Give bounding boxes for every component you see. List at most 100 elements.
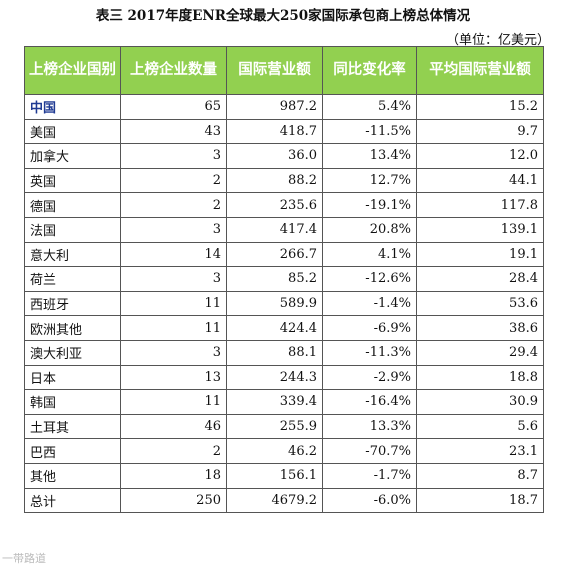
cell-company-count: 3 bbox=[120, 216, 227, 243]
header-company-count: 上榜企业数量 bbox=[120, 46, 227, 95]
cell-intl-revenue: 36.0 bbox=[226, 143, 323, 169]
cell-avg-revenue: 53.6 bbox=[416, 290, 544, 317]
cell-company-count: 11 bbox=[120, 389, 227, 415]
table-row: 巴西 2 46.2 -70.7% 23.1 bbox=[24, 438, 544, 464]
cell-avg-revenue: 30.9 bbox=[416, 389, 544, 415]
cell-yoy-change: -12.6% bbox=[322, 266, 417, 292]
cell-company-count: 43 bbox=[120, 118, 227, 145]
cell-country: 荷兰 bbox=[24, 266, 121, 292]
table-row: 德国 2 235.6 -19.1% 117.8 bbox=[24, 192, 544, 218]
cell-country: 意大利 bbox=[24, 241, 121, 268]
cell-avg-revenue: 44.1 bbox=[416, 167, 544, 194]
cell-country: 西班牙 bbox=[24, 290, 121, 317]
header-country: 上榜企业国别 bbox=[24, 46, 121, 95]
cell-yoy-change: 20.8% bbox=[322, 216, 417, 243]
table-row: 英国 2 88.2 12.7% 44.1 bbox=[24, 167, 544, 194]
cell-avg-revenue: 18.8 bbox=[416, 364, 544, 391]
cell-company-count: 3 bbox=[120, 266, 227, 292]
cell-intl-revenue: 244.3 bbox=[226, 364, 323, 391]
cell-company-count: 65 bbox=[120, 94, 227, 120]
cell-country: 韩国 bbox=[24, 389, 121, 415]
cell-company-count: 18 bbox=[120, 462, 227, 489]
cell-yoy-change: 13.3% bbox=[322, 413, 417, 440]
table-row: 其他 18 156.1 -1.7% 8.7 bbox=[24, 462, 544, 489]
table-row: 欧洲其他 11 424.4 -6.9% 38.6 bbox=[24, 315, 544, 341]
cell-country: 加拿大 bbox=[24, 143, 121, 169]
cell-avg-revenue: 38.6 bbox=[416, 315, 544, 341]
cell-avg-revenue: 29.4 bbox=[416, 339, 544, 366]
cell-avg-revenue: 5.6 bbox=[416, 413, 544, 440]
cell-company-count: 2 bbox=[120, 192, 227, 218]
cell-intl-revenue: 4679.2 bbox=[226, 487, 323, 514]
cell-avg-revenue: 9.7 bbox=[416, 118, 544, 145]
cell-yoy-change: 12.7% bbox=[322, 167, 417, 194]
cell-avg-revenue: 19.1 bbox=[416, 241, 544, 268]
table-row: 日本 13 244.3 -2.9% 18.8 bbox=[24, 364, 544, 391]
cell-company-count: 3 bbox=[120, 143, 227, 169]
table-row: 总计 250 4679.2 -6.0% 18.7 bbox=[24, 487, 544, 514]
cell-yoy-change: -11.3% bbox=[322, 339, 417, 366]
table-row: 荷兰 3 85.2 -12.6% 28.4 bbox=[24, 266, 544, 292]
cell-yoy-change: -70.7% bbox=[322, 438, 417, 464]
cell-country: 德国 bbox=[24, 192, 121, 218]
cell-company-count: 2 bbox=[120, 438, 227, 464]
cell-intl-revenue: 424.4 bbox=[226, 315, 323, 341]
cell-avg-revenue: 18.7 bbox=[416, 487, 544, 514]
cell-yoy-change: -6.9% bbox=[322, 315, 417, 341]
cell-company-count: 11 bbox=[120, 290, 227, 317]
cell-country: 英国 bbox=[24, 167, 121, 194]
cell-yoy-change: 13.4% bbox=[322, 143, 417, 169]
cell-yoy-change: -1.7% bbox=[322, 462, 417, 489]
table-row: 西班牙 11 589.9 -1.4% 53.6 bbox=[24, 290, 544, 317]
cell-yoy-change: 5.4% bbox=[322, 94, 417, 120]
table-row: 意大利 14 266.7 4.1% 19.1 bbox=[24, 241, 544, 268]
cell-avg-revenue: 117.8 bbox=[416, 192, 544, 218]
table-row: 澳大利亚 3 88.1 -11.3% 29.4 bbox=[24, 339, 544, 366]
cell-intl-revenue: 85.2 bbox=[226, 266, 323, 292]
cell-intl-revenue: 418.7 bbox=[226, 118, 323, 145]
cell-intl-revenue: 417.4 bbox=[226, 216, 323, 243]
table-title: 表三 2017年度ENR全球最大250家国际承包商上榜总体情况 bbox=[95, 8, 471, 24]
cell-avg-revenue: 28.4 bbox=[416, 266, 544, 292]
cell-avg-revenue: 8.7 bbox=[416, 462, 544, 489]
cell-country: 欧洲其他 bbox=[24, 315, 121, 341]
cell-company-count: 3 bbox=[120, 339, 227, 366]
table-row: 美国 43 418.7 -11.5% 9.7 bbox=[24, 118, 544, 145]
cell-intl-revenue: 88.1 bbox=[226, 339, 323, 366]
cell-company-count: 250 bbox=[120, 487, 227, 514]
header-intl-revenue: 国际营业额 bbox=[226, 46, 323, 95]
cell-country: 日本 bbox=[24, 364, 121, 391]
cell-yoy-change: -16.4% bbox=[322, 389, 417, 415]
cell-yoy-change: -19.1% bbox=[322, 192, 417, 218]
watermark: 一带路道 bbox=[2, 552, 46, 565]
table-row: 法国 3 417.4 20.8% 139.1 bbox=[24, 216, 544, 243]
cell-avg-revenue: 23.1 bbox=[416, 438, 544, 464]
cell-country: 中国 bbox=[24, 94, 121, 120]
unit-label: （单位：亿美元） bbox=[445, 33, 550, 48]
cell-intl-revenue: 339.4 bbox=[226, 389, 323, 415]
cell-country: 法国 bbox=[24, 216, 121, 243]
cell-intl-revenue: 266.7 bbox=[226, 241, 323, 268]
cell-country: 澳大利亚 bbox=[24, 339, 121, 366]
header-yoy-change: 同比变化率 bbox=[322, 46, 417, 95]
cell-avg-revenue: 139.1 bbox=[416, 216, 544, 243]
table-row: 韩国 11 339.4 -16.4% 30.9 bbox=[24, 389, 544, 415]
cell-yoy-change: 4.1% bbox=[322, 241, 417, 268]
cell-company-count: 11 bbox=[120, 315, 227, 341]
header-avg-revenue: 平均国际营业额 bbox=[416, 46, 544, 95]
cell-intl-revenue: 255.9 bbox=[226, 413, 323, 440]
cell-yoy-change: -1.4% bbox=[322, 290, 417, 317]
cell-country: 美国 bbox=[24, 118, 121, 145]
cell-yoy-change: -11.5% bbox=[322, 118, 417, 145]
cell-avg-revenue: 12.0 bbox=[416, 143, 544, 169]
table-row: 加拿大 3 36.0 13.4% 12.0 bbox=[24, 143, 544, 169]
table-row: 中国 65 987.2 5.4% 15.2 bbox=[24, 94, 544, 120]
cell-intl-revenue: 156.1 bbox=[226, 462, 323, 489]
table-row: 土耳其 46 255.9 13.3% 5.6 bbox=[24, 413, 544, 440]
cell-company-count: 2 bbox=[120, 167, 227, 194]
cell-intl-revenue: 46.2 bbox=[226, 438, 323, 464]
cell-yoy-change: -6.0% bbox=[322, 487, 417, 514]
cell-country: 土耳其 bbox=[24, 413, 121, 440]
cell-company-count: 13 bbox=[120, 364, 227, 391]
cell-company-count: 46 bbox=[120, 413, 227, 440]
